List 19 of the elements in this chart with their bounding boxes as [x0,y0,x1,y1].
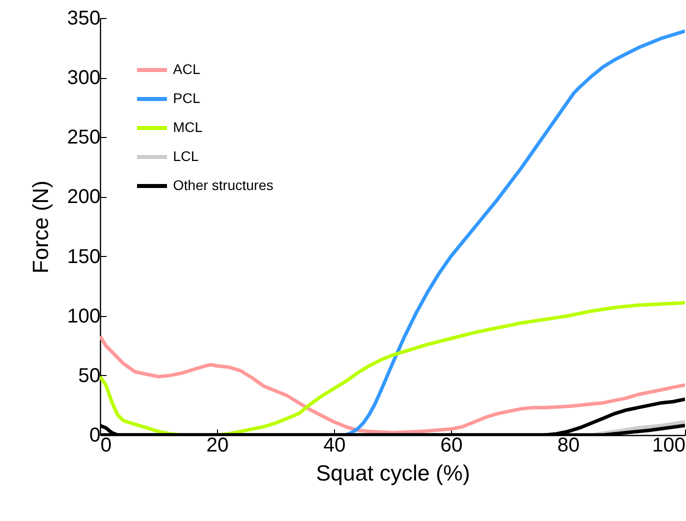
y-tick-label: 150 [67,246,100,268]
x-tick-label: 60 [440,434,463,456]
x-tick-label: 40 [323,434,346,456]
legend-label: MCL [173,119,203,135]
y-tick-label: 250 [67,126,100,149]
legend-label: PCL [173,90,200,106]
y-tick-label: 200 [67,186,100,208]
y-tick-label: 350 [67,8,100,30]
x-tick-label: 100 [652,434,686,456]
y-axis-title: Force (N) [28,180,54,274]
x-axis-title: Squat cycle (%) [316,460,470,486]
y-tick-label: 300 [67,67,100,90]
y-tick-label: 100 [67,305,100,328]
x-tick-label: 20 [206,434,229,456]
legend-label: ACL [173,61,200,77]
legend-label: LCL [173,148,199,164]
y-tick-label: 50 [78,364,100,387]
x-tick-label: 80 [557,434,580,456]
legend-label: Other structures [173,177,274,193]
